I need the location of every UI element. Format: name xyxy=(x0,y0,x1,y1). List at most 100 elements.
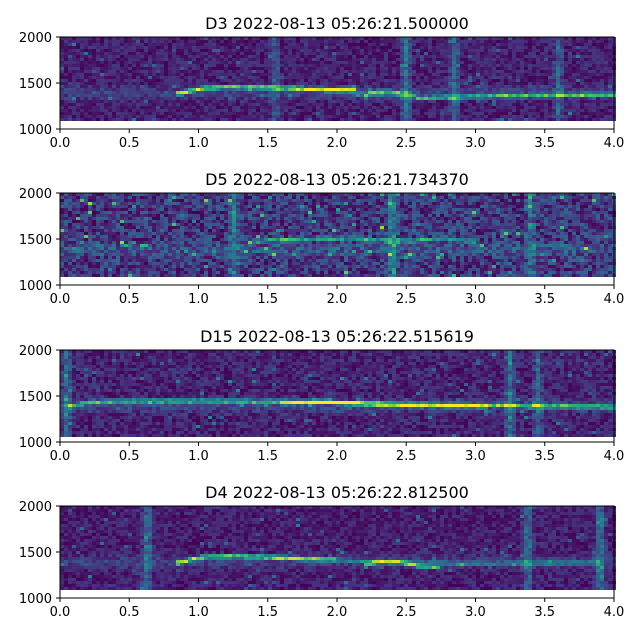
heatmap-cell xyxy=(504,70,508,73)
heatmap-cell xyxy=(280,88,284,91)
heatmap-cell xyxy=(60,82,64,85)
heatmap-cell xyxy=(356,55,360,58)
heatmap-cell xyxy=(376,82,380,85)
heatmap-cell xyxy=(388,199,392,202)
heatmap-cell xyxy=(228,37,232,40)
heatmap-cell xyxy=(440,61,444,64)
heatmap-cell xyxy=(88,55,92,58)
heatmap-cell xyxy=(284,82,288,85)
heatmap-cell xyxy=(584,118,588,121)
heatmap-cell xyxy=(120,94,124,97)
heatmap-cell xyxy=(112,193,116,196)
heatmap-cell xyxy=(240,79,244,82)
heatmap-cell xyxy=(168,79,172,82)
heatmap-cell xyxy=(564,88,568,91)
heatmap-cell xyxy=(272,196,276,199)
heatmap-cell xyxy=(412,52,416,55)
heatmap-cell xyxy=(596,196,600,199)
heatmap-cell xyxy=(540,58,544,61)
heatmap-cell xyxy=(176,58,180,61)
heatmap-cell xyxy=(608,97,612,100)
heatmap-cell xyxy=(116,202,120,205)
heatmap-cell xyxy=(464,76,468,79)
heatmap-cell xyxy=(68,196,72,199)
heatmap-cell xyxy=(112,55,116,58)
heatmap-cell xyxy=(356,67,360,70)
heatmap-cell xyxy=(76,208,80,211)
heatmap-cell xyxy=(572,193,576,196)
heatmap-cell xyxy=(180,196,184,199)
heatmap-cell xyxy=(448,37,452,40)
heatmap-cell xyxy=(96,49,100,52)
heatmap-cell xyxy=(92,49,96,52)
heatmap-cell xyxy=(340,208,344,211)
heatmap-cell xyxy=(288,85,292,88)
heatmap-cell xyxy=(92,112,96,115)
heatmap-cell xyxy=(552,79,556,82)
heatmap-cell xyxy=(124,73,128,76)
heatmap-cell xyxy=(68,73,72,76)
heatmap-cell xyxy=(120,88,124,91)
heatmap-cell xyxy=(272,67,276,70)
heatmap-cell xyxy=(148,91,152,94)
heatmap-cell xyxy=(124,94,128,97)
heatmap-cell xyxy=(420,214,424,217)
heatmap-cell xyxy=(320,37,324,40)
heatmap-cell xyxy=(156,202,160,205)
heatmap-cell xyxy=(92,67,96,70)
heatmap-cell xyxy=(132,193,136,196)
heatmap-cell xyxy=(220,211,224,214)
heatmap-cell xyxy=(376,115,380,118)
heatmap-cell xyxy=(596,73,600,76)
heatmap-cell xyxy=(396,37,400,40)
heatmap-cell xyxy=(380,76,384,79)
heatmap-cell xyxy=(384,82,388,85)
heatmap-cell xyxy=(100,55,104,58)
heatmap-cell xyxy=(496,202,500,205)
heatmap-cell xyxy=(552,40,556,43)
heatmap-cell xyxy=(124,88,128,91)
heatmap-cell xyxy=(528,193,532,196)
heatmap-cell xyxy=(236,91,240,94)
heatmap-cell xyxy=(116,58,120,61)
heatmap-cell xyxy=(240,109,244,112)
heatmap-cell xyxy=(496,91,500,94)
heatmap-cell xyxy=(400,40,404,43)
heatmap-cell xyxy=(236,199,240,202)
heatmap-cell xyxy=(300,52,304,55)
heatmap-cell xyxy=(576,199,580,202)
heatmap-cell xyxy=(280,205,284,208)
heatmap-cell xyxy=(592,94,596,97)
heatmap-cell xyxy=(236,88,240,91)
heatmap-cell xyxy=(296,40,300,43)
heatmap-cell xyxy=(300,40,304,43)
heatmap-cell xyxy=(196,103,200,106)
heatmap-cell xyxy=(428,43,432,46)
heatmap-cell xyxy=(480,97,484,100)
heatmap-cell xyxy=(412,211,416,214)
heatmap-cell xyxy=(256,52,260,55)
heatmap-cell xyxy=(240,100,244,103)
heatmap-cell xyxy=(288,109,292,112)
heatmap-cell xyxy=(500,88,504,91)
heatmap-cell xyxy=(184,202,188,205)
heatmap-cell xyxy=(304,208,308,211)
heatmap-cell xyxy=(268,106,272,109)
heatmap-cell xyxy=(256,49,260,52)
heatmap-cell xyxy=(436,73,440,76)
heatmap-cell xyxy=(480,118,484,121)
heatmap-cell xyxy=(240,67,244,70)
heatmap-cell xyxy=(544,205,548,208)
heatmap-cell xyxy=(536,91,540,94)
heatmap-cell xyxy=(560,193,564,196)
heatmap-cell xyxy=(588,73,592,76)
heatmap-cell xyxy=(268,211,272,214)
heatmap-cell xyxy=(216,43,220,46)
heatmap-cell xyxy=(324,43,328,46)
heatmap-cell xyxy=(224,67,228,70)
heatmap-cell xyxy=(224,43,228,46)
heatmap-cell xyxy=(468,73,472,76)
heatmap-cell xyxy=(504,202,508,205)
heatmap-cell xyxy=(404,193,408,196)
heatmap-cell xyxy=(440,58,444,61)
